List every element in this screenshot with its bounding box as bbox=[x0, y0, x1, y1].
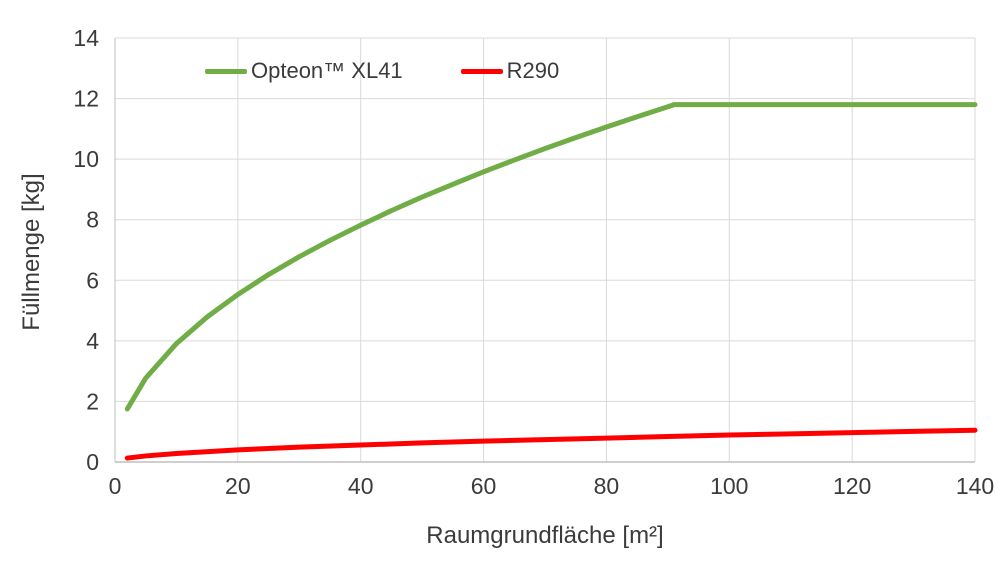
x-tick-label: 60 bbox=[471, 473, 497, 499]
y-tick-label: 10 bbox=[73, 146, 99, 172]
legend-label-r290: R290 bbox=[506, 58, 560, 83]
x-axis-title: Raumgrundfläche [m²] bbox=[426, 522, 664, 549]
legend-label-opteon-xl41: Opteon™ XL41 bbox=[251, 58, 403, 83]
y-tick-label: 0 bbox=[86, 449, 99, 475]
series-line-r290 bbox=[124, 427, 978, 461]
legend: Opteon™ XL41 R290 bbox=[205, 58, 559, 84]
x-tick-label: 80 bbox=[594, 473, 620, 499]
y-axis-title: Füllmenge [kg] bbox=[18, 173, 45, 331]
y-tick-label: 14 bbox=[73, 25, 99, 51]
y-tick-label: 6 bbox=[86, 267, 99, 293]
legend-item-r290: R290 bbox=[460, 58, 560, 84]
y-tick-label: 2 bbox=[86, 388, 99, 414]
legend-swatch-opteon-xl41 bbox=[205, 68, 247, 74]
legend-swatch-r290 bbox=[460, 68, 503, 74]
x-tick-label: 140 bbox=[956, 473, 994, 499]
x-tick-label: 0 bbox=[109, 473, 122, 499]
y-tick-label: 4 bbox=[86, 328, 99, 354]
y-tick-label: 12 bbox=[73, 86, 99, 112]
x-tick-label: 20 bbox=[225, 473, 251, 499]
legend-item-opteon-xl41: Opteon™ XL41 bbox=[205, 58, 403, 84]
y-tick-label: 8 bbox=[86, 207, 99, 233]
series-line-opteon-xl41 bbox=[124, 102, 978, 412]
x-tick-label: 100 bbox=[710, 473, 748, 499]
x-tick-label: 120 bbox=[833, 473, 871, 499]
x-tick-label: 40 bbox=[348, 473, 374, 499]
